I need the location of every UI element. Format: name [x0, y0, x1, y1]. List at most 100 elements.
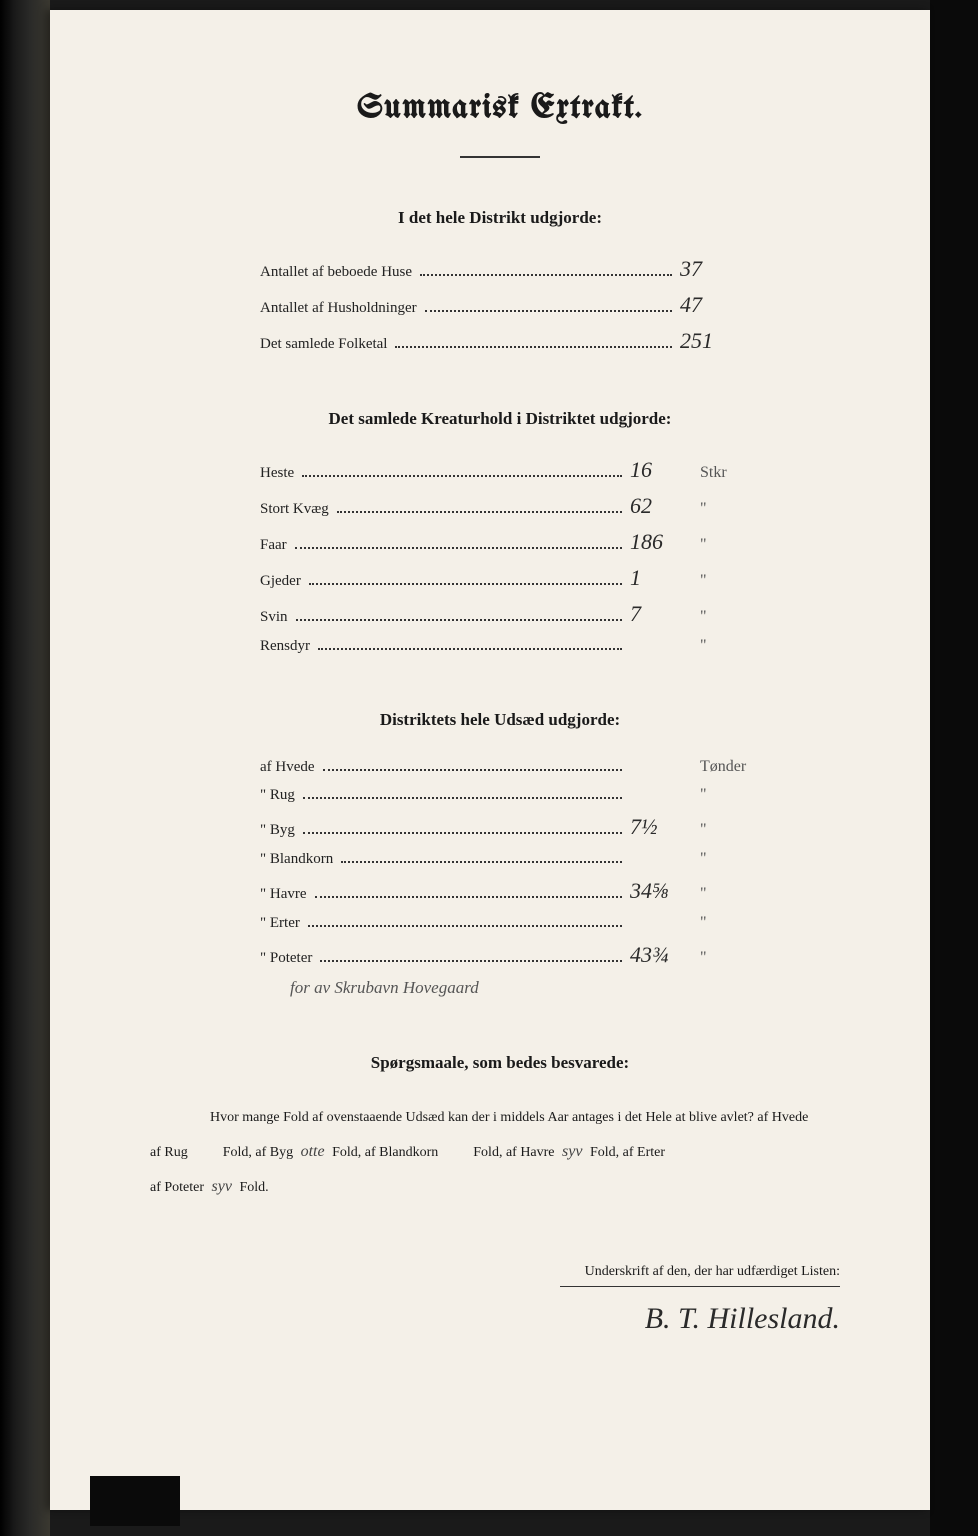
leader-dots	[315, 896, 622, 898]
leader-dots	[318, 648, 622, 650]
section4-heading: Spørgsmaale, som bedes besvarede:	[140, 1053, 860, 1073]
signature-name: B. T. Hillesland.	[140, 1302, 840, 1336]
row-value: 62	[630, 493, 690, 519]
questions-paragraph: Hvor mange Fold af ovenstaaende Udsæd ka…	[140, 1103, 860, 1204]
handwritten-note: for av Skrubavn Hovegaard	[290, 978, 740, 998]
row-value: 43¾	[630, 942, 690, 968]
row-unit: "	[700, 786, 740, 804]
signature-block: Underskrift af den, der har udfærdiget L…	[140, 1264, 860, 1336]
table-row: Stort Kvæg 62 "	[260, 493, 740, 519]
row-unit: "	[700, 608, 740, 626]
fill-poteter: syv	[208, 1178, 236, 1195]
row-unit: "	[700, 850, 740, 868]
row-label: " Havre	[260, 886, 307, 903]
leader-dots	[320, 960, 622, 962]
row-unit: Stkr	[700, 464, 740, 482]
row-label: Det samlede Folketal	[260, 336, 387, 353]
section2-block: Heste 16 Stkr Stort Kvæg 62 " Faar 186 "…	[260, 457, 740, 655]
row-label: " Poteter	[260, 950, 312, 967]
row-value: 47	[680, 292, 740, 318]
row-label: Stort Kvæg	[260, 501, 329, 518]
leader-dots	[296, 619, 622, 621]
fill-havre: syv	[558, 1143, 586, 1160]
title-rule	[460, 156, 540, 158]
table-row: " Erter "	[260, 914, 740, 932]
row-label: Rensdyr	[260, 638, 310, 655]
table-row: " Havre 34⅝ "	[260, 878, 740, 904]
row-label: Svin	[260, 609, 288, 626]
q-text: Fold.	[239, 1180, 268, 1195]
leader-dots	[303, 832, 622, 834]
row-label: af Hvede	[260, 759, 315, 776]
leader-dots	[337, 511, 622, 513]
row-unit: "	[700, 536, 740, 554]
q-text: Fold, af Byg	[223, 1145, 293, 1160]
table-row: Heste 16 Stkr	[260, 457, 740, 483]
table-row: Antallet af beboede Huse 37	[260, 256, 740, 282]
row-label: Gjeder	[260, 573, 301, 590]
table-row: Antallet af Husholdninger 47	[260, 292, 740, 318]
page-title: Summarisk Extrakt.	[140, 90, 860, 126]
book-binding	[0, 0, 50, 1536]
leader-dots	[308, 925, 622, 927]
fill-byg: otte	[297, 1143, 329, 1160]
row-value: 186	[630, 529, 690, 555]
bottom-dark-tab	[90, 1476, 180, 1526]
row-label: " Blandkorn	[260, 851, 333, 868]
section1-heading: I det hele Distrikt udgjorde:	[140, 208, 860, 228]
row-unit: "	[700, 572, 740, 590]
leader-dots	[302, 475, 622, 477]
leader-dots	[303, 797, 622, 799]
row-value: 34⅝	[630, 878, 690, 904]
row-unit: "	[700, 885, 740, 903]
table-row: " Byg 7½ "	[260, 814, 740, 840]
document-page: Summarisk Extrakt. I det hele Distrikt u…	[50, 10, 930, 1510]
row-unit: "	[700, 949, 740, 967]
row-value: 7½	[630, 814, 690, 840]
row-unit: "	[700, 500, 740, 518]
row-value: 7	[630, 601, 690, 627]
table-row: Gjeder 1 "	[260, 565, 740, 591]
row-value: 1	[630, 565, 690, 591]
row-unit: Tønder	[700, 758, 740, 776]
table-row: Det samlede Folketal 251	[260, 328, 740, 354]
signature-label: Underskrift af den, der har udfærdiget L…	[140, 1264, 840, 1280]
leader-dots	[295, 547, 622, 549]
table-row: " Blandkorn "	[260, 850, 740, 868]
leader-dots	[395, 346, 672, 348]
section1-block: Antallet af beboede Huse 37 Antallet af …	[260, 256, 740, 354]
row-label: " Byg	[260, 822, 295, 839]
row-unit: "	[700, 914, 740, 932]
row-unit: "	[700, 821, 740, 839]
table-row: Rensdyr "	[260, 637, 740, 655]
row-value: 16	[630, 457, 690, 483]
section3-heading: Distriktets hele Udsæd udgjorde:	[140, 710, 860, 730]
q-text: Fold, af Erter	[590, 1145, 665, 1160]
section2-heading: Det samlede Kreaturhold i Distriktet udg…	[140, 409, 860, 429]
row-label: Antallet af Husholdninger	[260, 300, 417, 317]
table-row: " Poteter 43¾ "	[260, 942, 740, 968]
leader-dots	[425, 310, 672, 312]
q-text: af Poteter	[150, 1180, 204, 1195]
leader-dots	[341, 861, 622, 863]
leader-dots	[323, 769, 622, 771]
row-label: " Rug	[260, 787, 295, 804]
table-row: af Hvede Tønder	[260, 758, 740, 776]
q-text: Hvor mange Fold af ovenstaaende Udsæd ka…	[210, 1110, 808, 1125]
row-label: Faar	[260, 537, 287, 554]
section3-block: af Hvede Tønder " Rug " " Byg 7½ " " Bla…	[260, 758, 740, 998]
row-label: Antallet af beboede Huse	[260, 264, 412, 281]
q-text: af Rug	[150, 1145, 188, 1160]
q-text: Fold, af Havre	[473, 1145, 554, 1160]
row-unit: "	[700, 637, 740, 655]
right-dark-edge	[930, 0, 978, 1536]
table-row: " Rug "	[260, 786, 740, 804]
row-value: 251	[680, 328, 740, 354]
row-label: Heste	[260, 465, 294, 482]
leader-dots	[309, 583, 622, 585]
leader-dots	[420, 274, 672, 276]
row-value: 37	[680, 256, 740, 282]
table-row: Faar 186 "	[260, 529, 740, 555]
signature-rule	[560, 1286, 840, 1287]
table-row: Svin 7 "	[260, 601, 740, 627]
